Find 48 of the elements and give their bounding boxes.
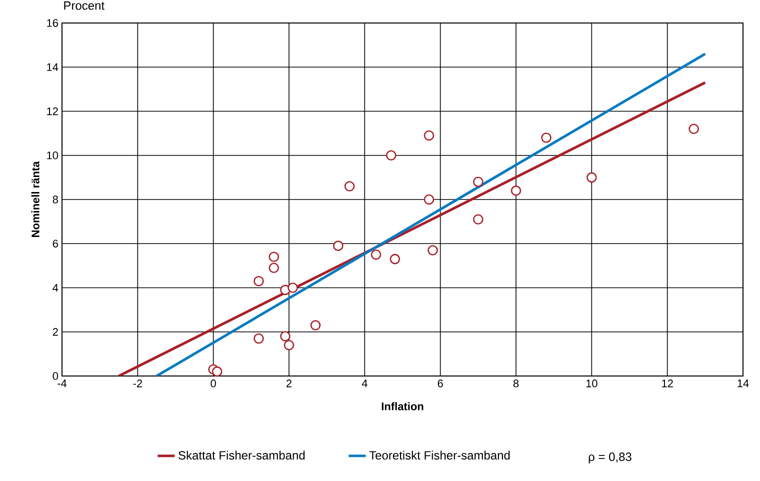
point <box>310 320 321 330</box>
y-tick-label: 12 <box>47 107 58 116</box>
y-tick-label: 16 <box>47 19 58 27</box>
point <box>212 366 222 377</box>
x-tick-label: -4 <box>58 380 67 388</box>
x-tick-label: 4 <box>362 380 368 388</box>
x-tick-label: 8 <box>513 380 519 388</box>
x-axis-title: Inflation <box>382 402 424 410</box>
point <box>268 252 280 262</box>
point <box>688 124 699 134</box>
y-tick-label: 2 <box>52 328 58 336</box>
x-tick-label: 2 <box>286 380 292 388</box>
point <box>370 249 382 260</box>
point <box>424 194 434 205</box>
point <box>424 130 434 141</box>
point <box>428 245 438 256</box>
x-tick-label: -2 <box>133 380 142 388</box>
text: Procent <box>64 1 104 10</box>
point <box>344 181 355 192</box>
y-tick-label: 8 <box>52 196 58 204</box>
point <box>333 240 344 251</box>
point <box>254 333 264 344</box>
point <box>390 254 400 264</box>
y-axis-title: Nominell ränta <box>31 161 40 237</box>
y-tick-label: 4 <box>52 284 58 292</box>
point <box>284 340 294 350</box>
y-tick-label: 14 <box>47 63 58 71</box>
text: ρ = 0,83 <box>588 452 632 464</box>
point <box>510 186 522 196</box>
legend-label: Skattat Fisher-samband <box>178 450 305 460</box>
y-tick-label: 10 <box>47 151 58 160</box>
point <box>586 172 597 183</box>
legend-label: Teoretiskt Fisher-samband <box>369 450 510 460</box>
point <box>473 176 484 187</box>
point <box>473 214 484 224</box>
x-tick-label: 12 <box>662 380 673 388</box>
x-tick-label: 6 <box>438 380 443 388</box>
point <box>280 331 290 342</box>
point <box>268 262 280 274</box>
x-tick-label: 10 <box>586 380 598 388</box>
point <box>541 132 552 143</box>
point <box>254 276 264 286</box>
y-tick-label: 0 <box>52 372 58 380</box>
point <box>386 150 396 161</box>
point <box>288 282 298 293</box>
x-tick-label: 0 <box>210 380 216 388</box>
x-tick-label: 14 <box>738 380 749 388</box>
y-tick-label: 6 <box>52 240 58 248</box>
